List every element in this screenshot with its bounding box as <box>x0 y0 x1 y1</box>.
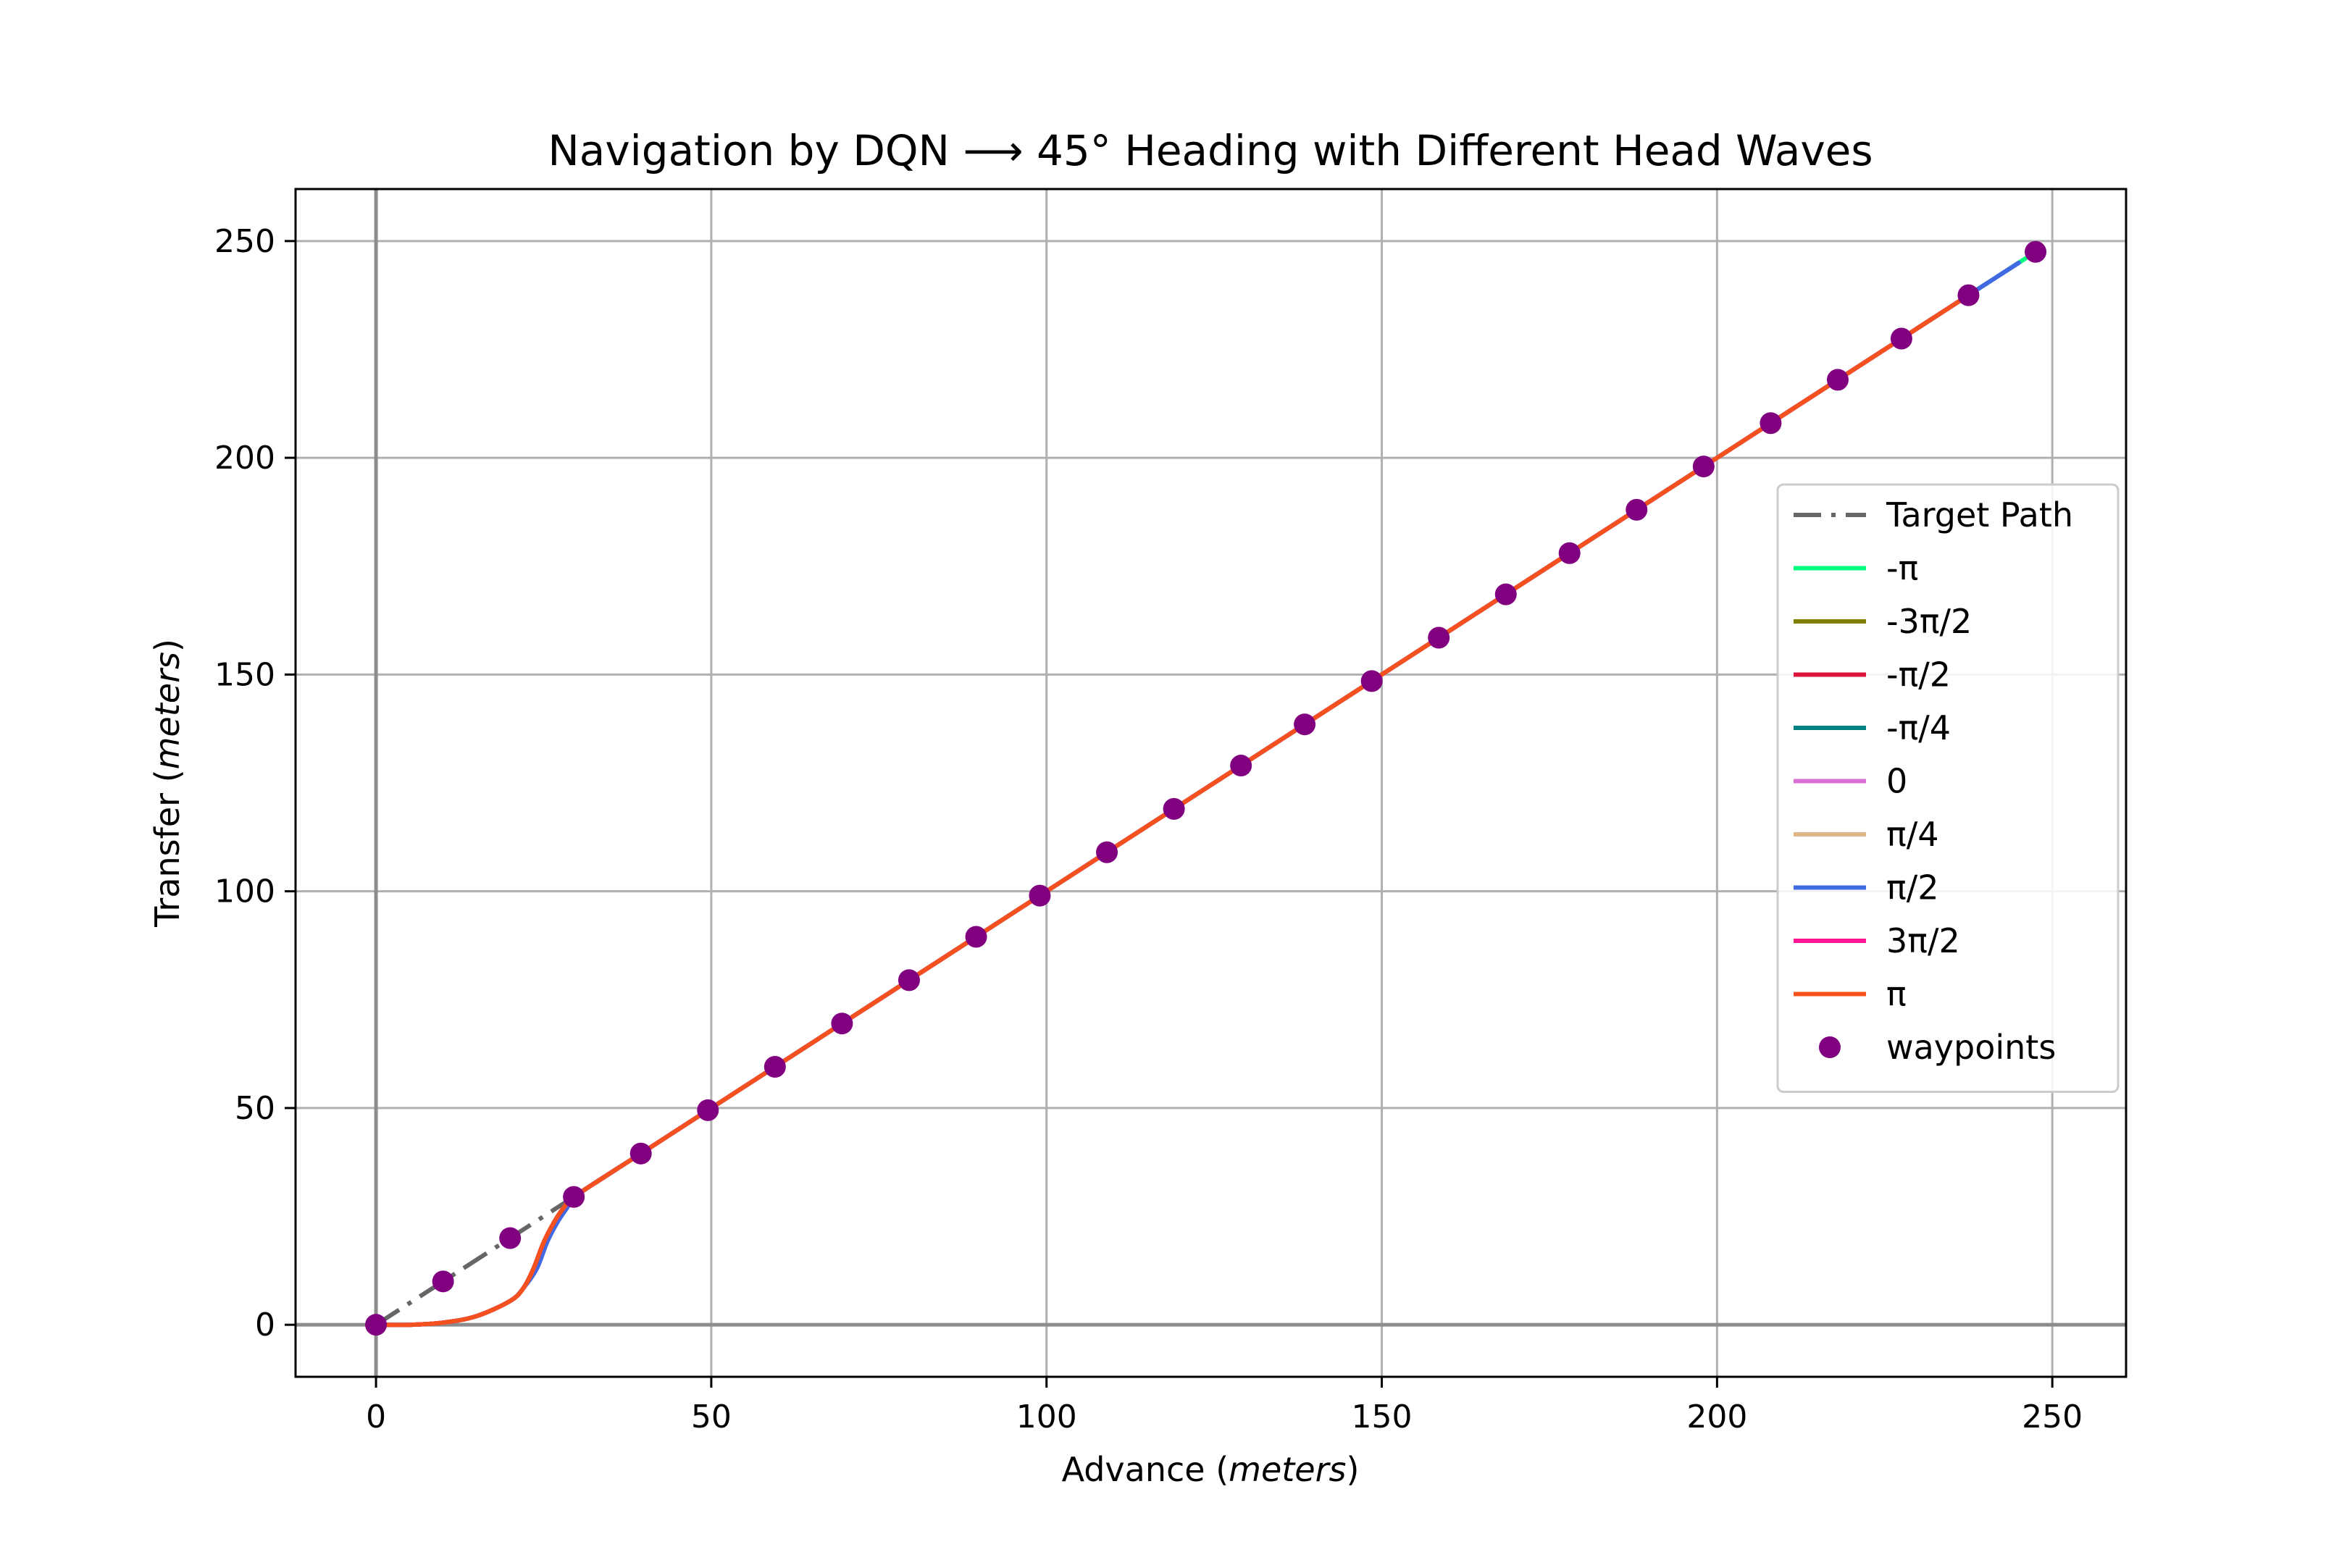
plot-frame <box>294 188 2128 1378</box>
legend-label: -3π/2 <box>1886 602 1972 641</box>
waypoint-marker <box>1760 412 1782 435</box>
waypoint-marker <box>563 1186 585 1208</box>
x-axis-label: Advance (meters) <box>1062 1450 1360 1489</box>
zero-axis-lines <box>296 189 2126 1377</box>
legend-entry: -3π/2 <box>1794 602 1972 641</box>
legend-label: Target Path <box>1886 495 2073 534</box>
x-tick-label: 250 <box>2022 1399 2083 1435</box>
legend-entry: -π <box>1794 549 1918 588</box>
y-tick-label: 200 <box>214 440 275 477</box>
legend-entry: π/2 <box>1794 868 1938 907</box>
waypoint-marker <box>1890 327 1912 350</box>
y-tick-label: 100 <box>214 873 275 910</box>
x-axis-label-text: Advance <box>1062 1450 1205 1489</box>
waypoint-marker <box>1957 284 1980 306</box>
y-tick-label: 50 <box>235 1090 275 1127</box>
legend-entry: waypoints <box>1819 1028 2056 1067</box>
waypoint-marker <box>898 969 920 991</box>
x-tick-label: 200 <box>1686 1399 1747 1435</box>
legend-label: -π <box>1886 549 1918 588</box>
y-axis-label-text: Transfer <box>148 793 187 928</box>
legend-entry: 3π/2 <box>1794 921 1960 960</box>
waypoint-marker <box>365 1314 388 1336</box>
y-tick-label: 0 <box>255 1307 275 1343</box>
waypoint-marker <box>1826 369 1849 391</box>
x-tick-label: 100 <box>1016 1399 1077 1435</box>
legend-box <box>1776 483 2120 1093</box>
x-tick-label: 150 <box>1352 1399 1413 1435</box>
waypoint-marker <box>1692 456 1715 478</box>
legend-label: waypoints <box>1886 1028 2056 1067</box>
waypoint-marker <box>1230 755 1252 777</box>
x-axis-label-unit: meters <box>1229 1450 1346 1489</box>
legend-entry: Target Path <box>1794 495 2073 534</box>
waypoint-marker <box>1029 884 1051 907</box>
waypoint-marker <box>831 1013 853 1035</box>
y-axis-label: Transfer (meters) <box>148 639 187 928</box>
waypoint-marker <box>432 1270 454 1293</box>
legend-entry: π/4 <box>1794 815 1938 854</box>
waypoint-marker <box>965 926 987 948</box>
waypoint-marker <box>2025 240 2047 263</box>
waypoint-marker <box>629 1142 652 1165</box>
y-tick-label: 250 <box>214 223 275 260</box>
legend-entry: -π/2 <box>1794 655 1951 695</box>
legend-label: 0 <box>1886 762 1907 801</box>
chart-title: Navigation by DQN ⟶ 45° Heading with Dif… <box>548 126 1873 175</box>
waypoint-marker <box>763 1056 786 1078</box>
x-tick-label: 50 <box>691 1399 732 1435</box>
legend-label: π/2 <box>1886 868 1938 907</box>
axis-ticks: 0 50 100 150 200 250 0 50 100 150 200 250 <box>214 223 2083 1435</box>
x-tick-label: 0 <box>366 1399 386 1435</box>
y-tick-label: 150 <box>214 656 275 693</box>
waypoint-marker <box>1428 626 1450 649</box>
waypoint-markers <box>365 240 2047 1336</box>
waypoint-marker <box>1096 841 1118 863</box>
waypoint-marker <box>1494 583 1517 605</box>
legend-swatch-marker <box>1819 1036 1841 1058</box>
legend-label: -π/2 <box>1886 655 1951 695</box>
waypoint-marker <box>697 1099 719 1121</box>
waypoint-marker <box>1558 542 1581 564</box>
legend-label: π/4 <box>1886 815 1938 854</box>
legend-label: -π/4 <box>1886 708 1951 747</box>
legend-label: 3π/2 <box>1886 921 1960 960</box>
legend: Target Path -π -3π/2 -π/2 -π/4 0 π/4 π/2 3π/2 π wa… <box>1776 483 2120 1093</box>
legend-entry: π <box>1794 975 1907 1014</box>
waypoint-marker <box>1294 713 1316 736</box>
y-axis-label-unit: meters <box>148 652 187 769</box>
waypoint-marker <box>1360 670 1383 692</box>
waypoint-marker <box>1626 498 1648 521</box>
legend-entry: -π/4 <box>1794 708 1951 747</box>
waypoint-marker <box>1163 797 1185 820</box>
legend-entry: 0 <box>1794 762 1907 801</box>
series-line-8 <box>374 295 1967 1328</box>
waypoint-marker <box>499 1227 522 1249</box>
legend-label: π <box>1886 975 1907 1014</box>
